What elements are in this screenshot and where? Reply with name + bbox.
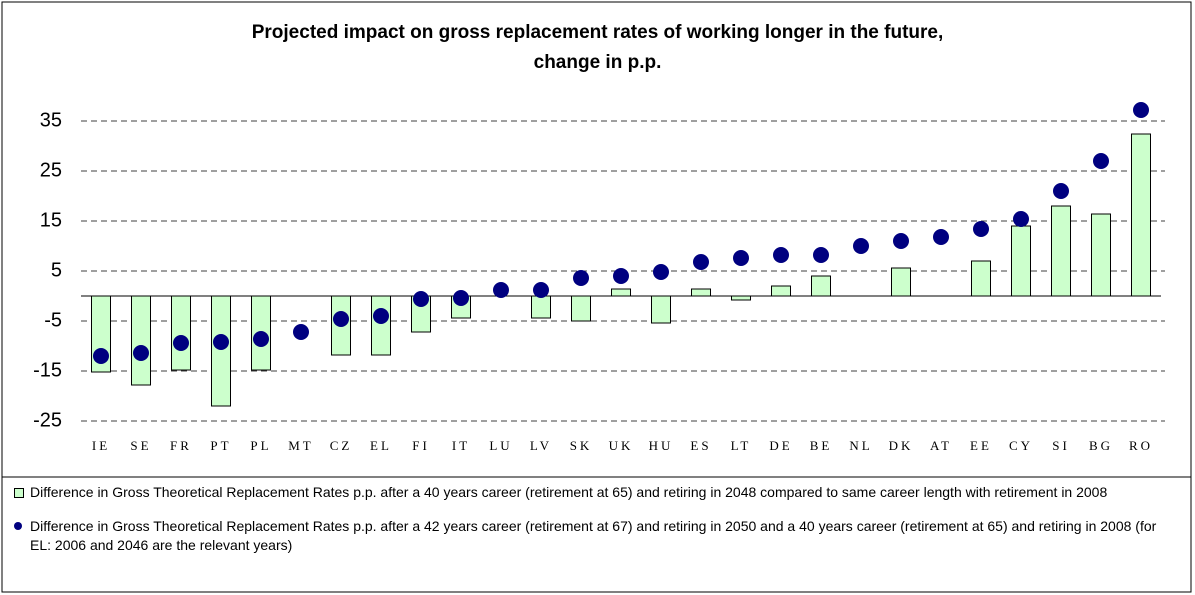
- x-tick-label: MT: [288, 438, 314, 453]
- bar: [811, 275, 831, 297]
- dot: [453, 290, 469, 306]
- bar: [891, 267, 911, 297]
- x-tick-label: LU: [489, 438, 512, 453]
- dot: [693, 254, 709, 270]
- bar: [531, 295, 551, 319]
- dot: [253, 331, 269, 347]
- x-tick-label: CZ: [330, 438, 353, 453]
- dot: [373, 308, 389, 324]
- y-tick-label: 25: [40, 159, 62, 181]
- dot: [1093, 153, 1109, 169]
- x-tick-label: EE: [970, 438, 992, 453]
- x-tick-label: LT: [731, 438, 752, 453]
- x-tick-label: IT: [452, 438, 470, 453]
- dot: [173, 335, 189, 351]
- x-tick-label: UK: [609, 438, 634, 453]
- x-tick-label: SK: [570, 438, 593, 453]
- bar: [171, 295, 191, 371]
- dot: [893, 233, 909, 249]
- bar: [731, 295, 751, 301]
- x-tick-label: ES: [690, 438, 711, 453]
- x-tick-label: NL: [849, 438, 872, 453]
- y-tick-label: -15: [33, 359, 62, 381]
- legend-marker: [14, 522, 22, 530]
- bar: [1091, 213, 1111, 297]
- dot: [413, 291, 429, 307]
- bar: [691, 288, 711, 297]
- x-tick-label: EL: [370, 438, 392, 453]
- x-tick-label: PL: [250, 438, 271, 453]
- legend-item: Difference in Gross Theoretical Replacem…: [14, 517, 1174, 555]
- bar: [971, 260, 991, 297]
- bar: [371, 295, 391, 356]
- legend-marker: [14, 488, 24, 498]
- dot: [933, 229, 949, 245]
- legend-label: Difference in Gross Theoretical Replacem…: [30, 484, 1108, 500]
- dot: [1133, 102, 1149, 118]
- bar: [771, 285, 791, 297]
- bar: [651, 295, 671, 324]
- bar: [1131, 133, 1151, 297]
- x-tick-label: AT: [930, 438, 952, 453]
- x-tick-label: HU: [649, 438, 674, 453]
- y-tick-label: -5: [44, 309, 62, 331]
- x-tick-label: DK: [889, 438, 914, 453]
- bar: [131, 295, 151, 386]
- legend-item: Difference in Gross Theoretical Replacem…: [14, 483, 1174, 502]
- y-tick-label: -25: [33, 409, 62, 431]
- legend: Difference in Gross Theoretical Replacem…: [14, 483, 1174, 570]
- y-tick-label: 15: [40, 209, 62, 231]
- x-tick-label: PT: [210, 438, 231, 453]
- x-tick-label: SI: [1052, 438, 1070, 453]
- dot: [813, 247, 829, 263]
- dot: [853, 238, 869, 254]
- x-tick-label: LV: [530, 438, 552, 453]
- x-tick-label: CY: [1009, 438, 1033, 453]
- x-tick-label: FR: [170, 438, 192, 453]
- dot: [493, 282, 509, 298]
- dot: [613, 268, 629, 284]
- x-tick-label: BG: [1089, 438, 1113, 453]
- x-tick-label: RO: [1129, 438, 1153, 453]
- dot: [573, 270, 589, 286]
- dot: [733, 250, 749, 266]
- dot: [973, 221, 989, 237]
- x-tick-label: DE: [769, 438, 792, 453]
- dot: [213, 334, 229, 350]
- dot: [773, 247, 789, 263]
- y-tick-label: 35: [40, 109, 62, 131]
- x-tick-label: BE: [810, 438, 833, 453]
- bar: [611, 288, 631, 297]
- bar: [1051, 205, 1071, 297]
- dot: [533, 282, 549, 298]
- dot: [293, 324, 309, 340]
- chart-title: Projected impact on gross replacement ra…: [251, 22, 944, 73]
- dot: [93, 348, 109, 364]
- dot: [1013, 211, 1029, 227]
- y-tick-label: 5: [51, 259, 62, 281]
- bar: [211, 295, 231, 407]
- dot: [133, 345, 149, 361]
- x-tick-label: SE: [130, 438, 151, 453]
- x-tick-label: FI: [412, 438, 430, 453]
- dot: [653, 264, 669, 280]
- x-tick-label: IE: [92, 438, 110, 453]
- bar: [571, 295, 591, 322]
- legend-label: Difference in Gross Theoretical Replacem…: [30, 518, 1157, 553]
- dot: [1053, 183, 1069, 199]
- bar: [1011, 225, 1031, 297]
- dot: [333, 311, 349, 327]
